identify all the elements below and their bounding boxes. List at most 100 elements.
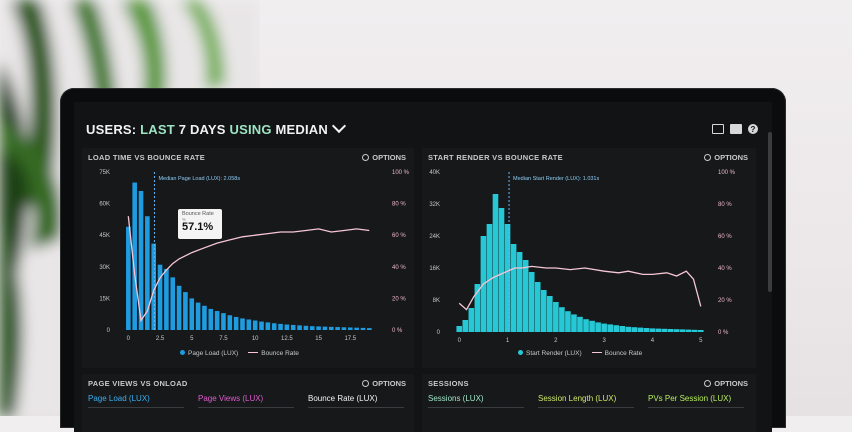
chart-bar[interactable] (637, 327, 644, 332)
chart-bar[interactable] (189, 298, 195, 330)
chevron-down-icon[interactable] (331, 118, 347, 134)
metric-page-load[interactable]: Page Load (LUX) (88, 394, 150, 403)
metric-bounce-rate[interactable]: Bounce Rate (LUX) (308, 394, 378, 403)
chart-bar[interactable] (685, 329, 692, 332)
chart-bar[interactable] (309, 326, 315, 330)
chart-bar[interactable] (328, 326, 334, 330)
chart-bar[interactable] (643, 328, 650, 332)
bounce-rate-line[interactable] (458, 265, 702, 311)
chart-bar[interactable] (613, 325, 620, 332)
chart-bar[interactable] (183, 292, 188, 330)
render-legend-line[interactable]: Bounce Rate (591, 350, 642, 357)
chart-bar[interactable] (571, 314, 577, 332)
load-options-button[interactable]: OPTIONS (362, 153, 406, 162)
chart-bar[interactable] (335, 327, 340, 330)
chart-bar[interactable] (354, 327, 359, 330)
chart-bar[interactable] (233, 316, 239, 330)
chart-bar[interactable] (595, 322, 601, 332)
chart-bar[interactable] (559, 307, 565, 332)
chart-bar[interactable] (649, 328, 656, 332)
chart-bar[interactable] (691, 329, 698, 332)
chart-bar[interactable] (347, 327, 353, 330)
share-icon[interactable] (730, 124, 742, 134)
chart-bar[interactable] (583, 319, 589, 332)
chart-bar[interactable] (271, 323, 277, 330)
chart-bar[interactable] (259, 321, 264, 330)
chart-bar[interactable] (631, 327, 638, 332)
chart-bar[interactable] (208, 308, 214, 330)
chart-bar[interactable] (145, 216, 150, 330)
chart-bar[interactable] (138, 190, 144, 330)
load-legend-line[interactable]: Bounce Rate (248, 350, 299, 357)
load-legend-bars[interactable]: Page Load (LUX) (180, 350, 238, 357)
chart-bar[interactable] (540, 290, 547, 332)
chart-bar[interactable] (528, 272, 535, 332)
chart-bar[interactable] (486, 224, 493, 332)
header-title[interactable]: USERS: LAST 7 DAYS USING MEDIAN (86, 118, 764, 137)
render-options-button[interactable]: OPTIONS (704, 153, 748, 162)
chart-bar[interactable] (176, 285, 182, 330)
chart-bar[interactable] (504, 224, 511, 332)
chart-bar[interactable] (202, 305, 207, 330)
chart-bar[interactable] (170, 277, 176, 330)
chart-bar[interactable] (697, 330, 704, 332)
chart-bar[interactable] (456, 326, 463, 332)
chart-bar[interactable] (164, 268, 169, 330)
bounce-rate-line[interactable] (127, 216, 370, 323)
chart-bar[interactable] (679, 329, 686, 332)
chart-bar[interactable] (667, 329, 674, 332)
metric-session-length[interactable]: Session Length (LUX) (538, 394, 617, 403)
chart-bar[interactable] (157, 264, 163, 330)
chart-bar[interactable] (625, 326, 632, 332)
chart-bar[interactable] (522, 260, 529, 332)
chart-bar[interactable] (474, 284, 481, 332)
chart-bar[interactable] (601, 323, 607, 332)
chart-bar[interactable] (360, 327, 366, 330)
chart-bar[interactable] (151, 243, 157, 330)
sessions-options-button[interactable]: OPTIONS (704, 379, 748, 388)
chart-bar[interactable] (492, 194, 499, 332)
chart-bar[interactable] (468, 308, 475, 332)
chart-bar[interactable] (278, 323, 283, 330)
chart-bar[interactable] (534, 282, 541, 332)
chart-bar[interactable] (553, 302, 559, 332)
chart-bar[interactable] (589, 320, 595, 332)
chart-bar[interactable] (214, 311, 220, 330)
chart-bar[interactable] (498, 208, 505, 332)
chart-bar[interactable] (240, 318, 245, 330)
chart-bar[interactable] (655, 328, 662, 332)
chart-bar[interactable] (297, 325, 302, 330)
metric-pvs-per-session[interactable]: PVs Per Session (LUX) (648, 394, 732, 403)
pageviews-options-button[interactable]: OPTIONS (362, 379, 406, 388)
scrollbar[interactable] (768, 132, 772, 292)
chart-bar[interactable] (673, 329, 680, 332)
chart-bar[interactable] (290, 324, 296, 330)
help-icon[interactable]: ? (748, 124, 758, 134)
render-legend-bars[interactable]: Start Render (LUX) (518, 350, 582, 357)
chart-bar[interactable] (619, 326, 626, 332)
metric-sessions[interactable]: Sessions (LUX) (428, 394, 484, 403)
chart-bar[interactable] (265, 322, 271, 330)
chart-bar[interactable] (516, 252, 523, 332)
chart-bar[interactable] (565, 311, 571, 332)
chart-bar[interactable] (284, 324, 290, 330)
monitor-icon[interactable] (712, 124, 724, 134)
chart-bar[interactable] (547, 296, 553, 332)
chart-bar[interactable] (221, 313, 226, 330)
chart-bar[interactable] (341, 327, 347, 330)
chart-bar[interactable] (322, 326, 328, 330)
chart-bar[interactable] (195, 302, 201, 330)
chart-bar[interactable] (246, 319, 252, 330)
chart-bar[interactable] (607, 324, 613, 332)
chart-bar[interactable] (367, 328, 372, 330)
chart-bar[interactable] (303, 325, 309, 330)
chart-bar[interactable] (126, 226, 131, 330)
chart-bar[interactable] (316, 326, 321, 330)
metric-page-views[interactable]: Page Views (LUX) (198, 394, 264, 403)
chart-bar[interactable] (132, 182, 137, 330)
chart-bar[interactable] (462, 320, 469, 332)
chart-bar[interactable] (661, 328, 668, 332)
chart-bar[interactable] (227, 315, 233, 330)
chart-bar[interactable] (252, 320, 258, 330)
chart-bar[interactable] (577, 316, 583, 332)
